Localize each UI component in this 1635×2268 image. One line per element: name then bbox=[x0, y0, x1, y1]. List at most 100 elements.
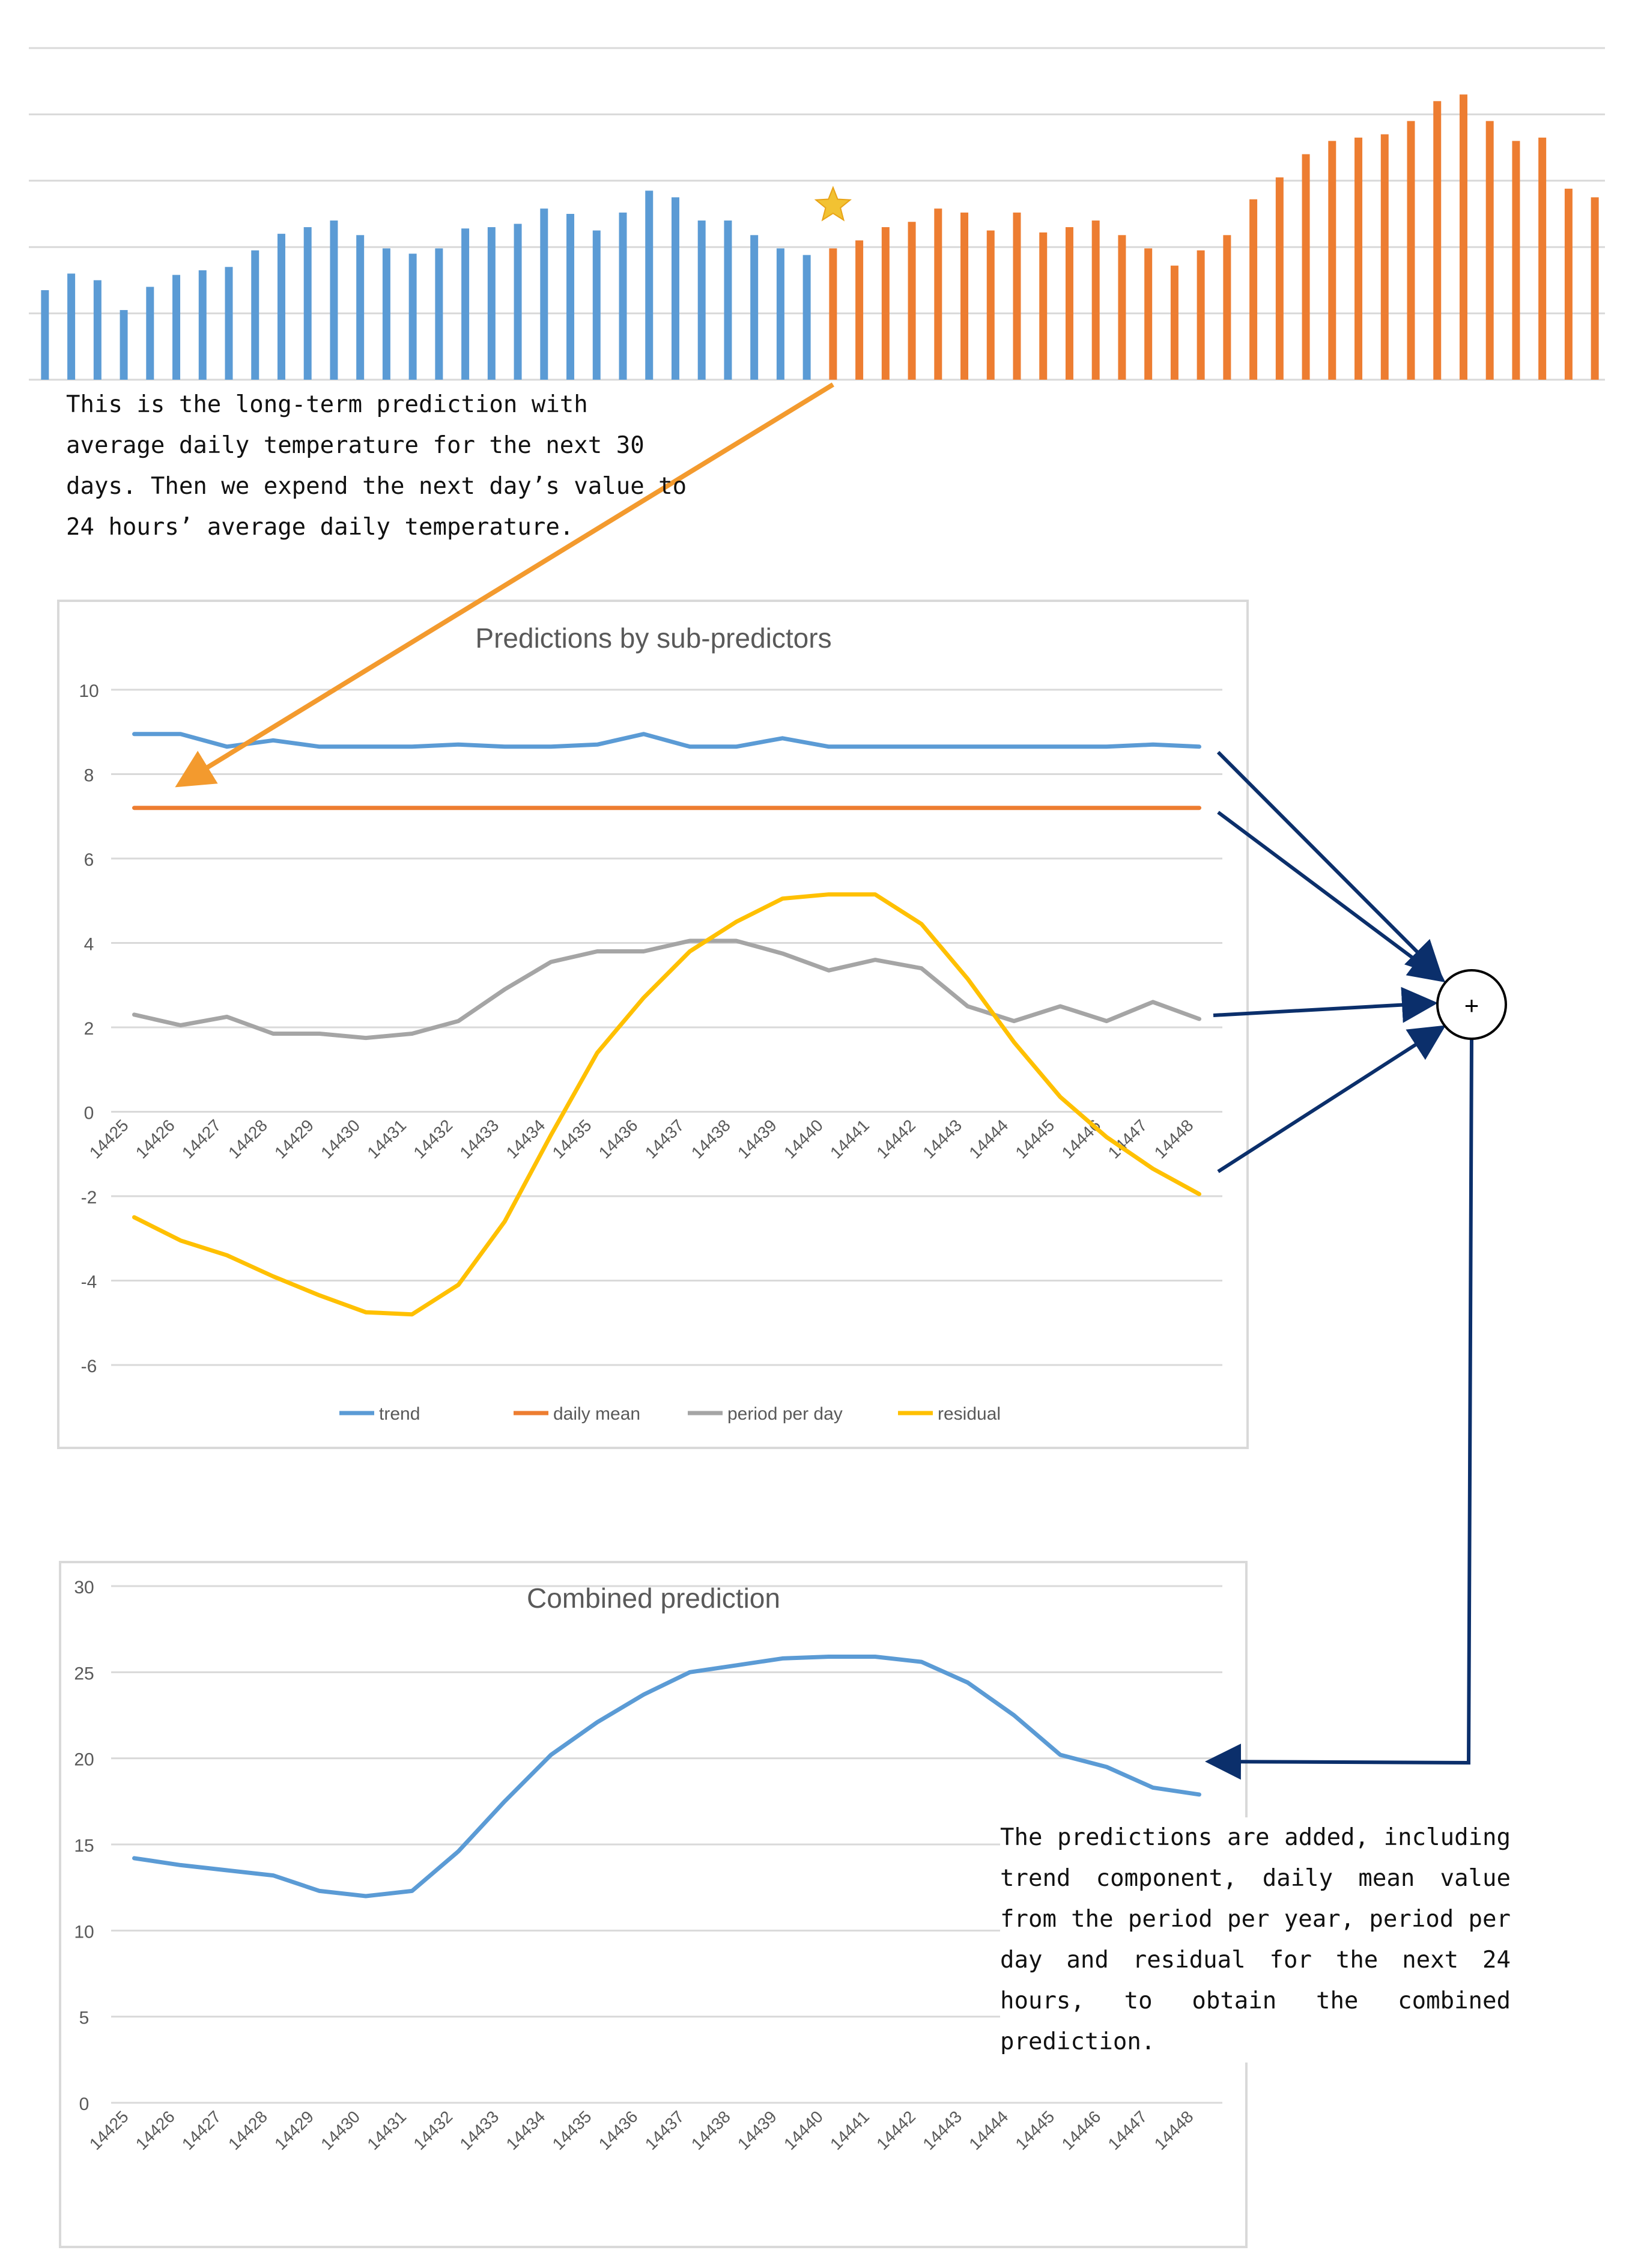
history-bar bbox=[461, 228, 470, 380]
x-tick-label: 14425 bbox=[86, 2107, 132, 2153]
y-tick-label: 6 bbox=[84, 850, 94, 870]
forecast-bar bbox=[1433, 101, 1442, 380]
forecast-bar bbox=[1512, 141, 1520, 380]
long-term-bar-chart bbox=[29, 47, 1605, 381]
x-tick-label: 14436 bbox=[595, 2107, 642, 2153]
forecast-bar bbox=[881, 227, 890, 380]
y-tick-label: -4 bbox=[81, 1272, 97, 1292]
sub-predictors-chart: 10 8 6 4 2 0 -2 -4 -6 Predictions by sub-predicto… bbox=[79, 622, 1222, 1424]
x-tick-label: 14437 bbox=[642, 2107, 688, 2153]
history-bar bbox=[750, 235, 759, 380]
forecast-bar bbox=[1170, 266, 1178, 380]
forecast-bar bbox=[1039, 232, 1048, 380]
y-tick-label: 2 bbox=[84, 1019, 94, 1039]
y-tick-label: 20 bbox=[74, 1750, 94, 1770]
y-tick-label: 10 bbox=[79, 681, 99, 701]
x-tick-label: 14435 bbox=[549, 2107, 595, 2153]
chart-title: Predictions by sub-predictors bbox=[475, 622, 831, 654]
forecast-bar bbox=[908, 222, 916, 380]
arrow-period-to-sum bbox=[1213, 987, 1438, 1023]
forecast-bar bbox=[1564, 189, 1573, 380]
x-tick-label: 14428 bbox=[225, 1116, 271, 1162]
history-bar bbox=[566, 214, 575, 380]
history-bar bbox=[671, 197, 679, 380]
x-tick-label: 14447 bbox=[1105, 2107, 1151, 2153]
history-bar bbox=[93, 280, 102, 380]
forecast-bar bbox=[855, 240, 864, 380]
history-bar bbox=[303, 227, 312, 380]
x-tick-label: 14427 bbox=[178, 1116, 225, 1162]
forecast-bar bbox=[1091, 220, 1100, 380]
sum-node: + bbox=[1436, 969, 1507, 1040]
x-tick-label: 14445 bbox=[1012, 2107, 1058, 2153]
forecast-bar bbox=[1013, 212, 1021, 380]
sub-predictors-frame bbox=[57, 600, 1249, 1449]
x-tick-label: 14433 bbox=[456, 1116, 502, 1162]
x-tick-label: 14431 bbox=[363, 2107, 410, 2153]
arrow-forecast-to-daily-mean bbox=[175, 382, 834, 788]
forecast-bar bbox=[1591, 197, 1599, 380]
history-bar bbox=[146, 287, 154, 380]
history-bar bbox=[277, 234, 285, 380]
flow-arrows bbox=[175, 382, 1473, 1780]
series-line-trend bbox=[132, 732, 1201, 749]
x-tick-label: 14440 bbox=[780, 2107, 827, 2153]
combined-note: The predictions are added, including tre… bbox=[1000, 1817, 1511, 2063]
legend-label: residual bbox=[938, 1404, 1001, 1424]
arrow-trend-to-sum bbox=[1216, 750, 1443, 977]
forecast-bar bbox=[934, 208, 942, 380]
history-bar bbox=[514, 223, 522, 380]
forecast-bar bbox=[1538, 138, 1547, 380]
x-tick-label: 14427 bbox=[178, 2107, 225, 2153]
arrow-sum-to-combined bbox=[1205, 1038, 1473, 1780]
x-tick-label: 14432 bbox=[410, 1116, 456, 1162]
x-tick-label: 14426 bbox=[132, 1116, 178, 1162]
long-term-note: This is the long-term prediction with av… bbox=[66, 391, 687, 541]
history-bar bbox=[172, 275, 181, 380]
x-tick-label: 14426 bbox=[132, 2107, 178, 2153]
x-tick-label: 14445 bbox=[1012, 1116, 1058, 1162]
y-tick-label: 10 bbox=[74, 1922, 94, 1942]
forecast-bar bbox=[986, 230, 995, 380]
y-tick-label: 15 bbox=[74, 1836, 94, 1856]
x-tick-label: 14438 bbox=[688, 2107, 734, 2153]
history-bar bbox=[435, 248, 443, 380]
arrow-residual-to-sum bbox=[1217, 1025, 1446, 1173]
forecast-bar bbox=[1354, 138, 1363, 380]
history-bar bbox=[198, 270, 207, 380]
x-tick-label: 14441 bbox=[827, 1116, 873, 1162]
series-line-combined bbox=[132, 1655, 1201, 1899]
history-bar bbox=[802, 255, 811, 380]
forecast-bar bbox=[1144, 248, 1153, 380]
history-bar bbox=[225, 267, 233, 380]
chart-title: Combined prediction bbox=[527, 1582, 780, 1614]
history-bar bbox=[619, 212, 627, 380]
x-tick-label: 14443 bbox=[919, 1116, 965, 1162]
y-tick-label: 8 bbox=[84, 766, 94, 786]
x-tick-label: 14430 bbox=[317, 1116, 363, 1162]
x-tick-label: 14431 bbox=[363, 1116, 410, 1162]
y-tick-label: -6 bbox=[81, 1357, 97, 1376]
forecast-bar bbox=[1118, 235, 1126, 380]
history-bar bbox=[382, 248, 390, 380]
forecast-bar bbox=[1197, 250, 1205, 380]
x-tick-label: 14432 bbox=[410, 2107, 456, 2153]
x-tick-label: 14429 bbox=[271, 2107, 317, 2153]
forecast-bar bbox=[1275, 177, 1284, 380]
y-tick-label: 4 bbox=[84, 935, 94, 955]
legend-label: period per day bbox=[727, 1404, 843, 1424]
legend-label: daily mean bbox=[553, 1404, 640, 1424]
x-tick-label: 14439 bbox=[734, 1116, 780, 1162]
y-tick-label: -2 bbox=[81, 1188, 97, 1208]
sum-circle bbox=[1436, 969, 1507, 1040]
x-tick-label: 14437 bbox=[642, 1116, 688, 1162]
legend-label: trend bbox=[379, 1404, 420, 1424]
sum-symbol: + bbox=[1464, 991, 1479, 1020]
x-tick-label: 14442 bbox=[873, 2107, 919, 2153]
forecast-bar bbox=[1223, 235, 1231, 380]
x-tick-label: 14448 bbox=[1151, 1116, 1197, 1162]
history-bar bbox=[697, 220, 706, 380]
forecast-bar bbox=[1380, 134, 1389, 380]
